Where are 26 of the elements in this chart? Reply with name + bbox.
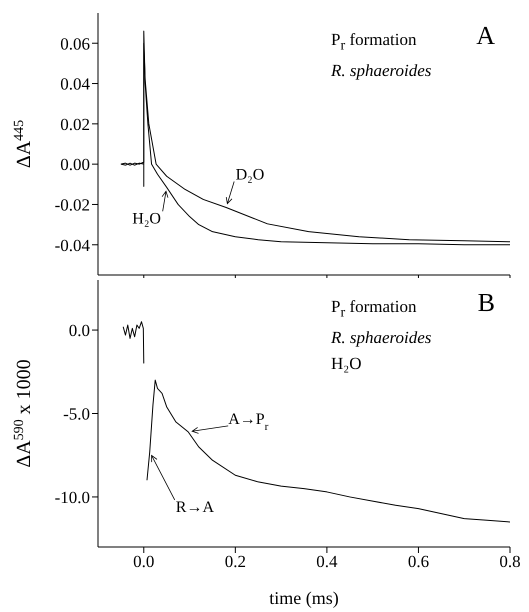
annotation: A→P$_{r}$ <box>228 410 269 433</box>
y-tick-label: 0.00 <box>60 155 90 174</box>
annotation: P$_{r}$ formation <box>331 30 416 54</box>
annotation: R. sphaeroides <box>331 61 432 80</box>
x-axis-title: time (ms) <box>269 588 339 608</box>
annotation: R→A <box>176 498 214 516</box>
y-tick-label: -10.0 <box>54 488 90 507</box>
annotation: A <box>476 21 495 50</box>
x-tick-label: 0.8 <box>499 552 521 572</box>
y-tick-label: -0.04 <box>54 236 90 255</box>
x-tick-label: 0.0 <box>133 552 154 572</box>
legend-label: H₂O <box>132 210 161 228</box>
y-tick-label: 0.0 <box>68 321 90 340</box>
x-tick-label: 0.2 <box>224 552 246 572</box>
x-tick-label: 0.6 <box>408 552 430 572</box>
annotation: B <box>478 288 495 317</box>
y-tick-label: 0.06 <box>60 34 90 54</box>
annotation: P$_{r}$ formation <box>331 297 416 320</box>
annotation: R. sphaeroides <box>331 328 432 348</box>
series-label: D₂O <box>236 166 264 184</box>
annotation: H₂O <box>331 354 362 374</box>
y-tick-label: -5.0 <box>63 404 90 424</box>
y-tick-label: 0.04 <box>60 74 90 94</box>
y-tick-label: 0.02 <box>60 114 90 134</box>
y-tick-label: -0.02 <box>54 195 90 214</box>
x-tick-label: 0.4 <box>316 552 338 572</box>
